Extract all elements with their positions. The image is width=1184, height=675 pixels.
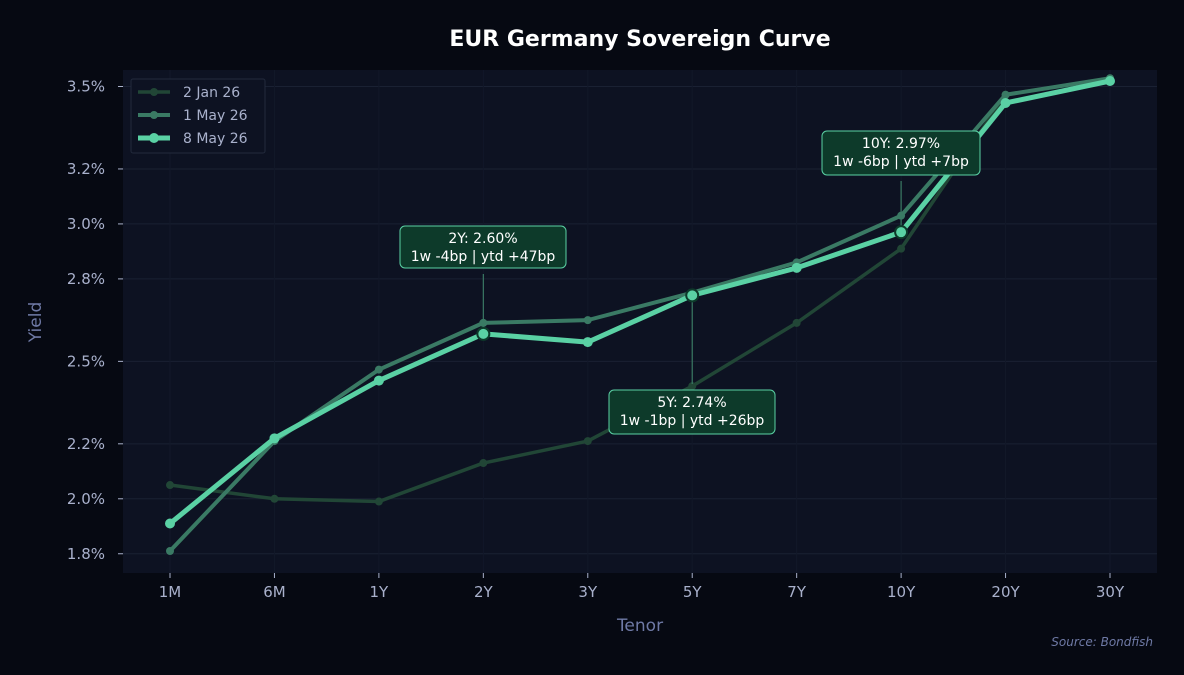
legend-marker [150,111,158,119]
series-2-point [583,316,592,325]
y-tick-label: 2.5% [67,352,105,370]
x-tick-label: 10Y [887,583,916,601]
series-2-point [374,365,383,374]
y-tick-label: 3.2% [67,160,105,178]
series-1-point [374,497,383,506]
series-1-point [897,244,906,253]
x-tick-label: 6M [263,583,286,601]
x-tick-label: 2Y [474,583,494,601]
x-tick-label: 7Y [787,583,807,601]
series-3-point [1105,75,1115,86]
series-1-point [166,481,174,490]
x-axis-ticks: 1M 6M 1Y 2Y 3Y 5Y 7Y 10Y 20Y 30Y [159,573,1125,601]
annotation-detail: 1w -1bp | ytd +26bp [620,413,765,429]
x-axis-label: Tenor [616,616,663,636]
series-1-point [792,318,801,327]
annotation-box [399,225,567,269]
annotation-title: 10Y: 2.97% [862,136,940,152]
annotation-title: 2Y: 2.60% [448,231,517,247]
legend: 2 Jan 26 1 May 26 8 May 26 [130,78,266,154]
legend-marker [149,133,159,143]
x-tick-label: 5Y [683,583,703,601]
annotations: 2Y: 2.60% 1w -4bp | ytd +47bp 5Y: 2.74% 1w … [399,130,981,435]
plot-background [123,70,1157,573]
series-3-point [582,337,593,348]
y-tick-label: 1.8% [67,545,105,563]
annotation-detail: 1w -4bp | ytd +47bp [411,249,556,265]
series-3-point [165,518,175,529]
chart-title: EUR Germany Sovereign Curve [449,27,830,52]
x-tick-label: 3Y [578,583,598,601]
legend-label: 2 Jan 26 [183,85,240,101]
series-1-point [479,459,488,468]
series-3-point [269,433,280,444]
x-tick-label: 1M [159,583,182,601]
annotation-marker [476,326,491,341]
legend-box [130,78,266,154]
annotation-marker [685,288,700,303]
legend-marker [150,88,158,96]
series-3-point [373,375,384,386]
series-2-point [166,547,174,556]
y-tick-label: 2.8% [67,270,105,288]
annotation-detail: 1w -6bp | ytd +7bp [833,154,969,170]
annotation-box [821,130,981,176]
annotation-box [608,389,776,435]
annotation-title: 5Y: 2.74% [657,395,726,411]
annotation-marker [894,225,909,240]
y-tick-label: 2.2% [67,435,105,453]
y-tick-label: 3.0% [67,215,105,233]
y-axis-label: Yield [26,302,46,343]
legend-label: 1 May 26 [183,108,248,124]
series-3-point [1000,97,1011,108]
series-1-point [688,382,697,391]
y-tick-label: 3.5% [67,77,105,95]
x-tick-label: 1Y [370,583,390,601]
x-tick-label: 30Y [1096,583,1125,601]
x-tick-label: 20Y [991,583,1020,601]
series-3-point [791,262,802,273]
series-1-point [270,494,279,503]
series-2-point [1001,90,1010,99]
series-1-point [583,437,592,446]
y-axis-ticks: 1.8% 2.0% 2.2% 2.5% 2.8% 3.0% 3.2% 3.5% [67,77,123,563]
source-note: Source: Bondfish [1051,635,1153,649]
y-tick-label: 2.0% [67,490,105,508]
legend-label: 8 May 26 [183,131,248,147]
